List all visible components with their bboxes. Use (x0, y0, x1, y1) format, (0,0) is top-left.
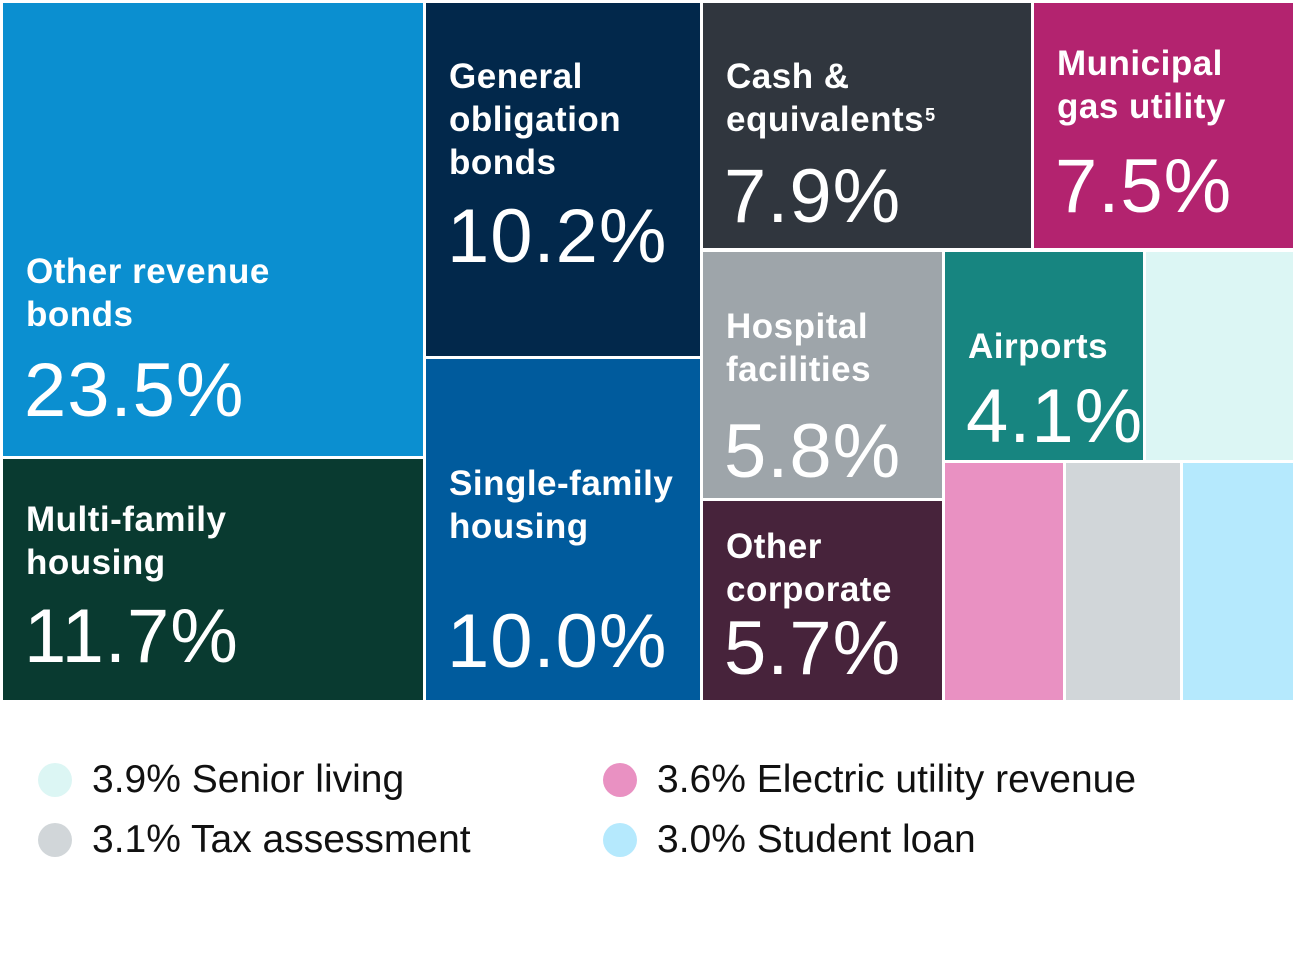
tile-label: Single-family housing (449, 464, 674, 546)
tile-airports: Airports 4.1% (945, 252, 1143, 460)
tile-senior-living (1146, 252, 1293, 460)
tile-label: Cash & equivalents5 (726, 57, 936, 139)
tile-label: Hospital facilities (726, 307, 872, 389)
tile-label: General obligation bonds (449, 57, 622, 182)
tile-other-corporate: Other corporate 5.7% (703, 501, 942, 700)
tile-value: 5.8% (724, 409, 902, 494)
tile-general-obligation-bonds: General obligation bonds 10.2% (426, 3, 700, 356)
legend-swatch (38, 763, 72, 797)
tile-student-loan (1183, 463, 1293, 700)
legend-swatch (38, 823, 72, 857)
legend-label: 3.0% Student loan (657, 818, 976, 861)
tile-single-family-housing: Single-family housing 10.0% (426, 359, 700, 700)
tile-electric-utility-revenue (945, 463, 1063, 700)
tile-label: Multi-family housing (26, 500, 227, 582)
legend-swatch (603, 823, 637, 857)
tile-other-revenue-bonds: Other revenue bonds 23.5% (3, 3, 423, 456)
tile-cash-equivalents: Cash & equivalents5 7.9% (703, 3, 1031, 248)
tile-label: Other corporate (726, 527, 892, 609)
tile-multi-family-housing: Multi-family housing 11.7% (3, 459, 423, 700)
tile-value: 7.5% (1055, 144, 1233, 229)
tile-value: 7.9% (724, 154, 902, 239)
tile-hospital-facilities: Hospital facilities 5.8% (703, 252, 942, 498)
tile-label: Airports (968, 327, 1109, 366)
tile-value: 10.2% (447, 194, 668, 279)
tile-value: 4.1% (966, 374, 1144, 459)
tile-tax-assessment (1066, 463, 1180, 700)
tile-value: 23.5% (24, 348, 245, 433)
legend-label: 3.1% Tax assessment (92, 818, 471, 861)
legend-label: 3.6% Electric utility revenue (657, 758, 1137, 801)
legend-label: 3.9% Senior living (92, 758, 405, 801)
tile-value: 10.0% (447, 599, 668, 684)
legend-swatch (603, 763, 637, 797)
tile-value: 5.7% (724, 606, 902, 691)
legend-item-electric-utility: 3.6% Electric utility revenue (603, 758, 1136, 802)
tile-municipal-gas-utility: Municipal gas utility 7.5% (1034, 3, 1293, 248)
footnote-marker: 5 (925, 105, 936, 125)
tile-label: Other revenue bonds (26, 252, 270, 334)
legend-item-senior-living: 3.9% Senior living (38, 758, 404, 802)
legend-item-tax-assessment: 3.1% Tax assessment (38, 818, 471, 862)
treemap: Other revenue bonds 23.5% General obligati… (3, 3, 1293, 700)
legend-item-student-loan: 3.0% Student loan (603, 818, 976, 862)
tile-value: 11.7% (24, 594, 239, 679)
tile-label: Municipal gas utility (1057, 44, 1226, 126)
